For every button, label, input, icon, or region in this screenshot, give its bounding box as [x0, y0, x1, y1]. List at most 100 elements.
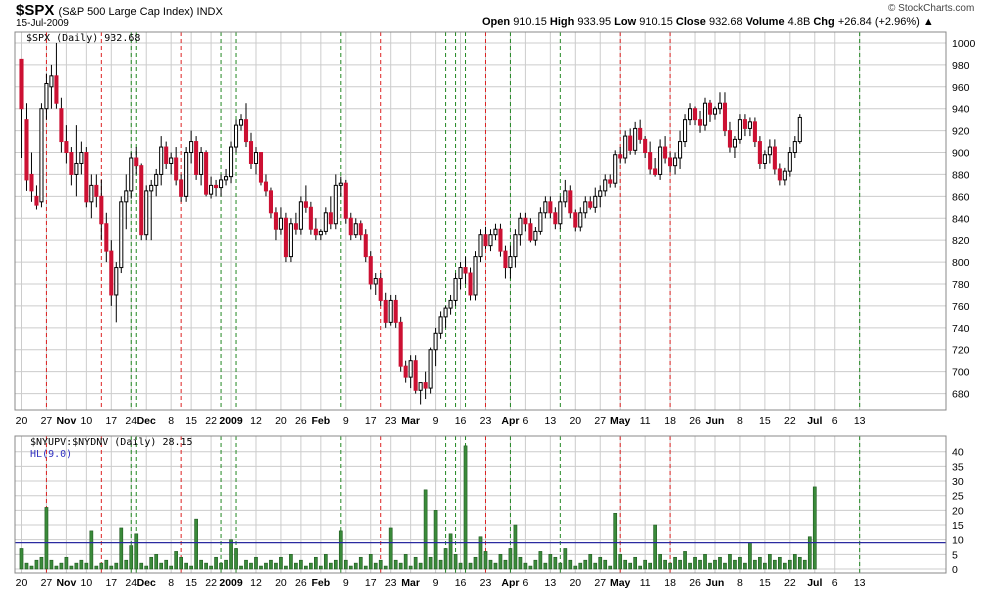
breadth-bar — [59, 562, 64, 570]
close-label: Close — [675, 16, 706, 28]
breadth-bar — [792, 554, 797, 570]
candle-body — [618, 154, 623, 159]
breadth-bar — [109, 565, 114, 570]
breadth-bar — [144, 565, 149, 570]
breadth-bar — [403, 554, 408, 570]
breadth-bar — [688, 562, 692, 570]
candle-body — [154, 173, 159, 186]
candle-body — [483, 234, 488, 247]
breadth-bar — [309, 562, 313, 570]
breadth-bar — [558, 562, 563, 570]
candle-body — [144, 190, 149, 236]
candle-body — [129, 157, 134, 192]
breadth-bar — [264, 562, 268, 570]
breadth-x-tick-label: 23 — [385, 577, 397, 589]
breadth-x-tick-label: Jul — [807, 577, 822, 589]
breadth-bar — [383, 565, 388, 570]
breadth-bar — [94, 565, 99, 570]
breadth-x-tick-label: 27 — [41, 577, 53, 589]
candlestick-series — [19, 42, 802, 405]
price-x-tick-label: 26 — [295, 415, 307, 427]
candle-body — [169, 157, 174, 164]
breadth-bar — [254, 556, 258, 570]
candle-body — [343, 182, 348, 219]
candle-body — [598, 190, 603, 197]
candle-body — [338, 182, 343, 186]
breadth-bar — [214, 556, 218, 570]
breadth-bar — [763, 562, 767, 570]
breadth-bar — [673, 556, 677, 570]
breadth-bar — [124, 559, 129, 570]
breadth-bar — [623, 559, 628, 570]
breadth-bar — [533, 559, 538, 570]
candle-body — [303, 201, 308, 208]
price-x-tick-label: 22 — [205, 415, 217, 427]
candle-body — [663, 146, 668, 159]
candle-body — [628, 135, 633, 151]
breadth-bar — [34, 559, 39, 570]
candle-body — [209, 184, 214, 195]
price-y-tick-label: 820 — [952, 235, 970, 247]
breadth-bar — [483, 551, 488, 570]
breadth-bar — [513, 524, 518, 570]
breadth-bar — [703, 554, 707, 570]
breadth-x-tick-label: 13 — [545, 577, 557, 589]
candle-body — [228, 146, 234, 178]
chart-title: $SPX (S&P 500 Large Cap Index) INDX — [16, 2, 223, 19]
breadth-bar — [768, 554, 772, 570]
breadth-x-tick-label: 8 — [737, 577, 743, 589]
candle-body — [742, 119, 747, 129]
breadth-x-axis: 20 27 Nov 10 17 24 Dec 8 15 22 2009 12 20 26 Feb 9 17 23 M… — [16, 577, 866, 589]
candle-body — [44, 82, 49, 110]
breadth-bar — [353, 562, 358, 570]
breadth-bar — [204, 562, 208, 570]
candle-body — [548, 201, 553, 214]
candle-body — [737, 119, 742, 140]
breadth-bar — [378, 559, 383, 570]
chg-value: +26.84 (+2.96%) — [837, 16, 920, 28]
breadth-bar — [463, 445, 468, 570]
candle-body — [298, 201, 303, 230]
breadth-bar — [99, 562, 104, 570]
breadth-bar — [493, 562, 498, 570]
price-y-tick-label: 800 — [952, 257, 970, 269]
candle-body — [398, 321, 403, 367]
candle-body — [448, 299, 453, 309]
breadth-bar — [169, 565, 174, 570]
breadth-signal-lines — [45, 436, 861, 573]
breadth-bar — [678, 559, 682, 570]
breadth-bar — [358, 556, 363, 570]
breadth-y-tick-label: 30 — [952, 476, 964, 488]
breadth-x-tick-label: 24 — [125, 577, 137, 589]
collapse-triangle-icon[interactable]: ▲ — [922, 16, 934, 28]
candle-body — [59, 108, 64, 143]
breadth-bar — [234, 548, 238, 570]
candle-body — [323, 212, 328, 232]
candle-body — [538, 212, 543, 232]
candle-body — [278, 217, 283, 230]
breadth-bar — [528, 565, 533, 570]
breadth-x-tick-label: 22 — [205, 577, 217, 589]
candle-body — [24, 119, 29, 181]
candle-body — [797, 116, 802, 143]
candle-body — [29, 173, 34, 192]
price-y-tick-label: 740 — [952, 323, 970, 335]
breadth-bar — [323, 554, 328, 570]
price-x-tick-label: 23 — [480, 415, 492, 427]
breadth-bar — [428, 556, 433, 570]
candle-body — [353, 223, 358, 236]
candle-body — [767, 146, 772, 156]
price-y-axis: 680 700 720 740 760 780 800 820 840 860 880 900 920 9… — [952, 38, 976, 401]
candle-body — [692, 108, 698, 121]
breadth-bar — [249, 562, 253, 570]
breadth-bar — [418, 562, 423, 570]
breadth-x-tick-label: 26 — [295, 577, 307, 589]
breadth-bar — [333, 559, 338, 570]
candle-body — [658, 146, 663, 175]
price-x-tick-label: Dec — [137, 415, 156, 427]
price-y-tick-label: 680 — [952, 389, 970, 401]
price-y-tick-label: 700 — [952, 367, 970, 379]
price-x-tick-label: 20 — [16, 415, 28, 427]
price-x-tick-label: 8 — [737, 415, 743, 427]
breadth-x-tick-label: Jun — [706, 577, 725, 589]
